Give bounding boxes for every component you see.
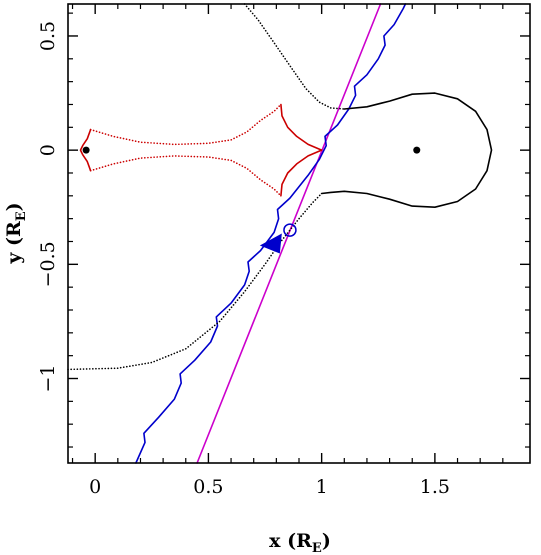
lens-point-0 (82, 146, 90, 154)
series-path-5 (89, 103, 282, 146)
y-axis-label: y (RE) (3, 202, 29, 264)
y-tick-label-1: −0.5 (37, 241, 59, 287)
series-path-2 (67, 192, 323, 371)
series-path-7 (79, 128, 92, 172)
x-tick-label-1: 0.5 (193, 476, 223, 498)
series-path-4 (320, 92, 493, 208)
marker-layer (82, 146, 421, 254)
series-path-8 (280, 103, 323, 197)
tick-layer: 0 0.5 1 1.5 −1 −0.5 0 0.5 (37, 4, 530, 498)
series-layer (67, 3, 493, 464)
series-path-1 (135, 3, 407, 464)
y-tick-label-2: 0 (37, 144, 59, 156)
source-circle (283, 223, 297, 237)
lens-point-1 (413, 146, 421, 154)
x-axis-label: x (RE) (269, 530, 331, 555)
series-path-3 (243, 3, 346, 110)
x-tick-label-2: 1 (316, 476, 328, 498)
plot-background (68, 4, 530, 463)
series-path-6 (89, 155, 282, 197)
series-path-0 (196, 3, 382, 464)
x-tick-label-3: 1.5 (420, 476, 450, 498)
trajectory-arrow (259, 233, 282, 254)
y-tick-label-0: −1 (37, 364, 59, 392)
x-tick-label-0: 0 (89, 476, 101, 498)
y-tick-label-3: 0.5 (37, 21, 59, 51)
